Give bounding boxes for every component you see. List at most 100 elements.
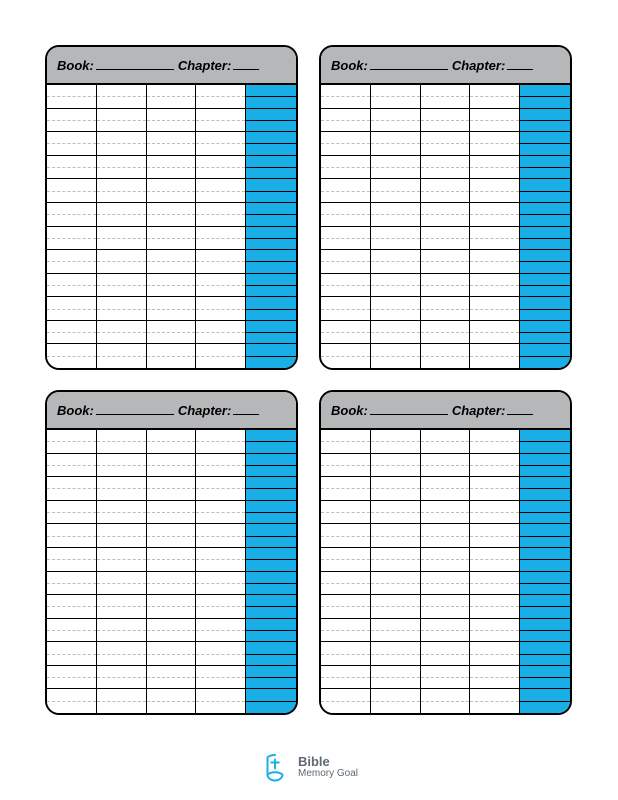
grid-cell [196,642,246,666]
grid-cell [470,156,520,180]
grid-cell [196,430,246,454]
grid-cell [47,548,97,572]
book-input-line[interactable] [370,405,448,415]
grid-cell [421,454,471,478]
grid-cell [371,524,421,548]
grid-cell [97,227,147,251]
logo-line1: Bible [298,755,358,769]
accent-cell [520,572,570,596]
accent-cell [520,595,570,619]
grid-cell [371,132,421,156]
grid-cell [421,85,471,109]
grid-cell [97,501,147,525]
accent-cell [246,156,296,180]
grid-cell [421,179,471,203]
grid-cell [147,156,197,180]
grid-cell [421,477,471,501]
accent-cell [246,297,296,321]
chapter-label: Chapter: [178,58,231,73]
grid-cell [147,430,197,454]
book-label: Book: [57,58,94,73]
grid-cell [470,548,520,572]
accent-cell [520,132,570,156]
grid-cell [421,297,471,321]
grid-cell [47,524,97,548]
grid-cell [97,85,147,109]
accent-cell [520,344,570,368]
grid-cell [196,227,246,251]
accent-cell [520,274,570,298]
logo-line2: Memory Goal [298,769,358,780]
grid-cell [47,344,97,368]
grid-cell [371,477,421,501]
grid-cell [97,179,147,203]
grid-cell [421,156,471,180]
grid-cell [196,156,246,180]
accent-cell [246,642,296,666]
accent-cell [520,156,570,180]
grid-cell [196,203,246,227]
grid-cell [196,85,246,109]
grid-cell [196,524,246,548]
book-input-line[interactable] [96,60,174,70]
book-input-line[interactable] [96,405,174,415]
grid-cell [147,619,197,643]
grid-cell [321,321,371,345]
accent-cell [520,666,570,690]
accent-cell [520,524,570,548]
grid-cell [371,619,421,643]
chapter-input-line[interactable] [507,60,533,70]
grid-cell [470,297,520,321]
accent-cell [246,344,296,368]
grid-cell [97,619,147,643]
grid-cell [371,109,421,133]
grid-cell [321,501,371,525]
grid-cell [421,572,471,596]
grid-cell [97,524,147,548]
chapter-input-line[interactable] [233,405,259,415]
grid-cell [421,430,471,454]
grid-cell [470,501,520,525]
accent-cell [246,501,296,525]
grid-cell [470,250,520,274]
grid-cell [371,203,421,227]
grid-cell [421,321,471,345]
grid-cell [321,548,371,572]
grid-cell [47,642,97,666]
tracking-card: Book:Chapter: [319,45,572,370]
grid-cell [147,666,197,690]
accent-cell [246,179,296,203]
chapter-input-line[interactable] [233,60,259,70]
grid-cell [97,572,147,596]
grid-cell [97,132,147,156]
grid-cell [47,572,97,596]
grid-cell [147,203,197,227]
grid-cell [321,227,371,251]
grid-cell [421,344,471,368]
grid-cell [470,430,520,454]
book-input-line[interactable] [370,60,448,70]
grid-cell [321,85,371,109]
grid-cell [321,132,371,156]
accent-cell [246,132,296,156]
chapter-input-line[interactable] [507,405,533,415]
accent-cell [246,666,296,690]
accent-cell [520,297,570,321]
grid-cell [47,156,97,180]
grid-cell [196,132,246,156]
grid-cell [421,642,471,666]
tracking-grid [321,430,570,713]
accent-cell [520,227,570,251]
grid-cell [421,132,471,156]
accent-cell [246,454,296,478]
grid-cell [147,250,197,274]
accent-cell [520,109,570,133]
accent-cell [520,321,570,345]
grid-cell [371,454,421,478]
grid-cell [470,642,520,666]
accent-cell [246,85,296,109]
grid-cell [97,595,147,619]
grid-cell [196,321,246,345]
tracking-grid [321,85,570,368]
grid-cell [470,227,520,251]
